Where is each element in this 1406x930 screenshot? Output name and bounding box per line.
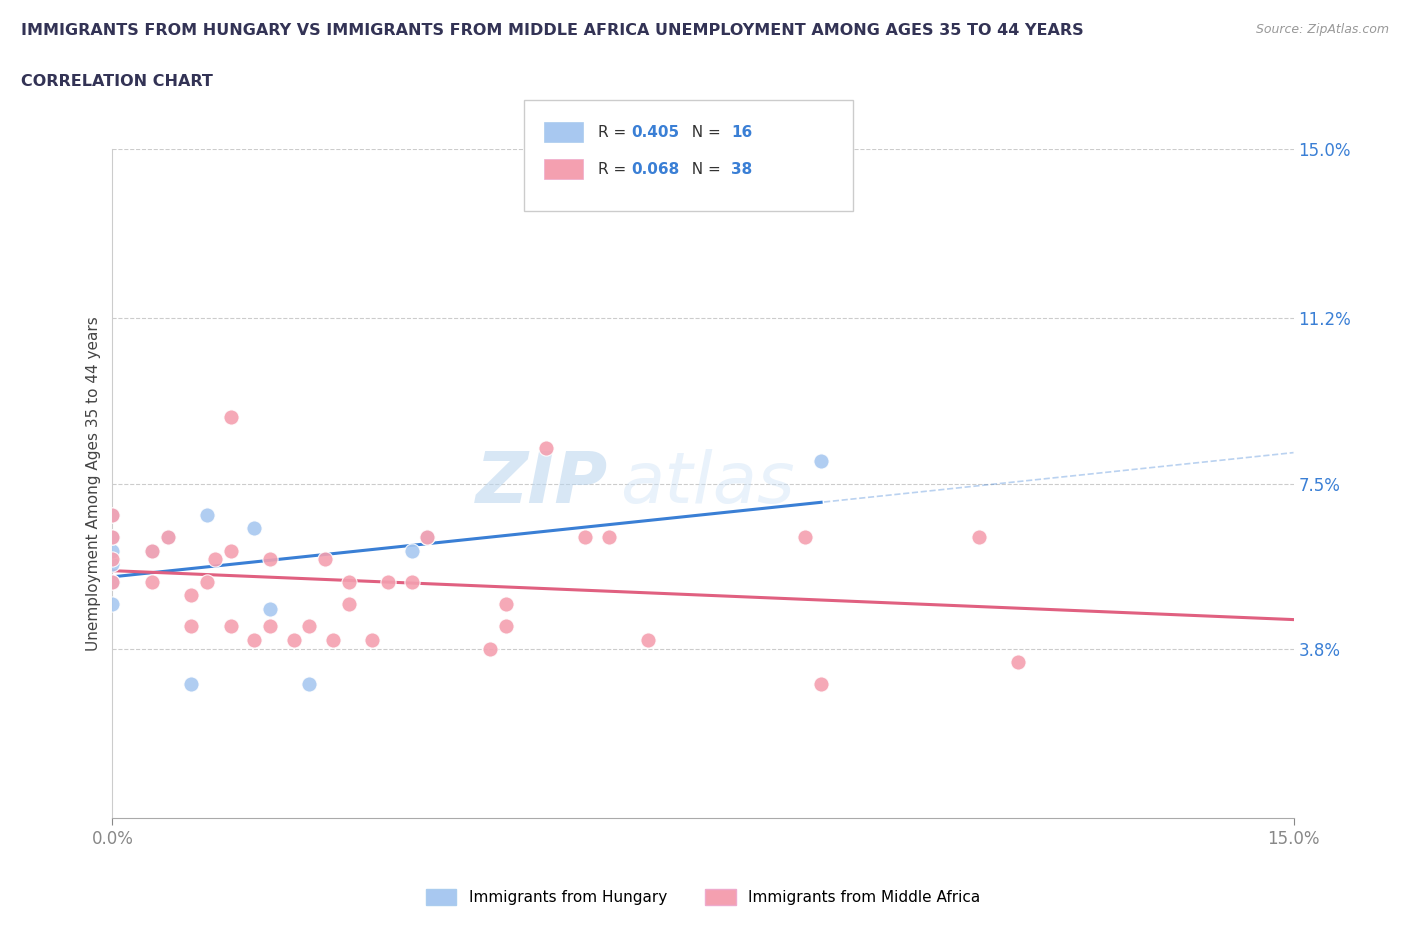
Text: 0.068: 0.068 <box>631 162 679 177</box>
Point <box>219 543 242 558</box>
Point <box>416 530 439 545</box>
Point <box>101 556 124 571</box>
Text: R =: R = <box>598 162 631 177</box>
Legend: Immigrants from Hungary, Immigrants from Middle Africa: Immigrants from Hungary, Immigrants from… <box>420 883 986 911</box>
Point <box>337 597 360 612</box>
Text: N =: N = <box>682 162 725 177</box>
Point <box>810 454 832 469</box>
Point <box>259 619 281 634</box>
Point <box>101 508 124 523</box>
Text: atlas: atlas <box>620 449 794 518</box>
Point <box>101 530 124 545</box>
Text: R =: R = <box>598 125 631 140</box>
Text: Source: ZipAtlas.com: Source: ZipAtlas.com <box>1256 23 1389 36</box>
Point <box>314 552 336 567</box>
Point <box>495 619 517 634</box>
Point <box>534 441 557 456</box>
Point <box>195 575 218 590</box>
Point <box>495 597 517 612</box>
Point <box>219 619 242 634</box>
Point <box>479 642 502 657</box>
Point <box>967 530 990 545</box>
Point <box>259 552 281 567</box>
Point <box>141 543 163 558</box>
Text: 16: 16 <box>731 125 752 140</box>
Point <box>598 530 620 545</box>
Point <box>101 575 124 590</box>
Point <box>298 677 321 692</box>
Point <box>180 619 202 634</box>
Point <box>361 632 384 647</box>
Point <box>401 543 423 558</box>
Point <box>637 632 659 647</box>
Text: 38: 38 <box>731 162 752 177</box>
Point <box>259 601 281 616</box>
Text: 0.405: 0.405 <box>631 125 679 140</box>
Point <box>794 530 817 545</box>
Point <box>283 632 305 647</box>
Text: CORRELATION CHART: CORRELATION CHART <box>21 74 212 89</box>
Point <box>337 575 360 590</box>
Point <box>243 632 266 647</box>
Point <box>180 677 202 692</box>
Point <box>101 597 124 612</box>
Point <box>243 521 266 536</box>
Text: N =: N = <box>682 125 725 140</box>
Point <box>195 508 218 523</box>
Point <box>219 409 242 424</box>
Point <box>156 530 179 545</box>
Y-axis label: Unemployment Among Ages 35 to 44 years: Unemployment Among Ages 35 to 44 years <box>86 316 101 651</box>
Text: ZIP: ZIP <box>477 449 609 518</box>
Point <box>810 677 832 692</box>
Point <box>101 552 124 567</box>
Point <box>574 530 596 545</box>
Point <box>204 552 226 567</box>
Point <box>101 530 124 545</box>
Point <box>101 508 124 523</box>
Point <box>141 543 163 558</box>
Point <box>101 575 124 590</box>
Point <box>180 588 202 603</box>
Point <box>416 530 439 545</box>
Point <box>101 543 124 558</box>
Text: IMMIGRANTS FROM HUNGARY VS IMMIGRANTS FROM MIDDLE AFRICA UNEMPLOYMENT AMONG AGES: IMMIGRANTS FROM HUNGARY VS IMMIGRANTS FR… <box>21 23 1084 38</box>
Point <box>401 575 423 590</box>
Point <box>322 632 344 647</box>
Point <box>298 619 321 634</box>
Point <box>1007 655 1029 670</box>
Point <box>377 575 399 590</box>
Point <box>141 575 163 590</box>
Point <box>156 530 179 545</box>
